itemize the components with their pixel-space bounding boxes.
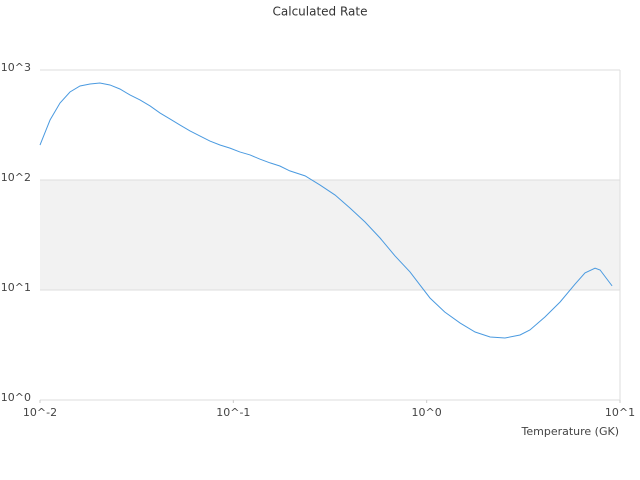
- y-tick-label: 10^3: [1, 61, 31, 74]
- y-tick-label: 10^2: [1, 171, 31, 184]
- y-tick-label: 10^1: [1, 281, 31, 294]
- data-line: [39, 82, 613, 339]
- x-tick-label: 10^-1: [216, 406, 250, 419]
- x-tick-label: 10^0: [412, 406, 442, 419]
- chart-title: Calculated Rate: [273, 5, 368, 19]
- x-axis-label: Temperature (GK): [521, 425, 620, 438]
- y-tick-label: 10^0: [1, 391, 31, 404]
- x-tick-label: 10^-2: [23, 406, 57, 419]
- grid-band: [40, 180, 620, 290]
- x-tick-label: 10^1: [605, 406, 635, 419]
